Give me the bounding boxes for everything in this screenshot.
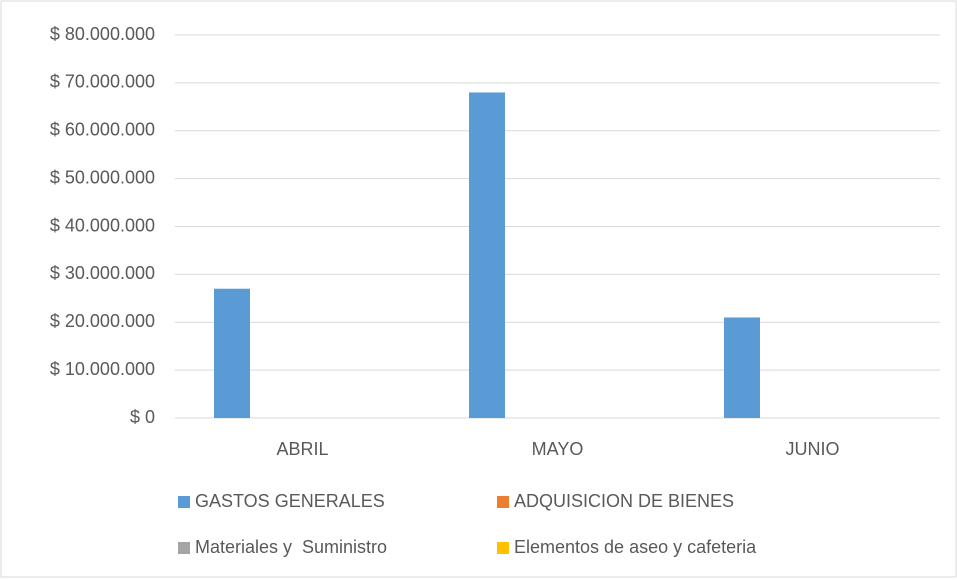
bar — [214, 288, 250, 418]
y-tick-label: $ 70.000.000 — [50, 72, 155, 92]
legend-label: ADQUISICION DE BIENES — [514, 491, 734, 511]
y-tick-label: $ 50.000.000 — [50, 167, 155, 187]
bar — [469, 92, 505, 418]
legend-swatch — [178, 542, 190, 554]
legend-swatch — [497, 542, 509, 554]
y-tick-label: $ 60.000.000 — [50, 120, 155, 140]
y-tick-label: $ 10.000.000 — [50, 359, 155, 379]
y-tick-label: $ 30.000.000 — [50, 263, 155, 283]
legend-label: Elementos de aseo y cafeteria — [514, 537, 757, 557]
x-tick-label: MAYO — [532, 439, 584, 459]
x-tick-label: ABRIL — [276, 439, 328, 459]
legend-swatch — [497, 496, 509, 508]
y-tick-label: $ 0 — [130, 407, 155, 427]
legend-label: GASTOS GENERALES — [195, 491, 385, 511]
y-tick-label: $ 40.000.000 — [50, 215, 155, 235]
x-tick-label: JUNIO — [786, 439, 840, 459]
legend-swatch — [178, 496, 190, 508]
y-tick-label: $ 80.000.000 — [50, 24, 155, 44]
legend-label: Materiales y Suministro — [195, 537, 387, 557]
y-tick-label: $ 20.000.000 — [50, 311, 155, 331]
bar — [724, 317, 760, 418]
